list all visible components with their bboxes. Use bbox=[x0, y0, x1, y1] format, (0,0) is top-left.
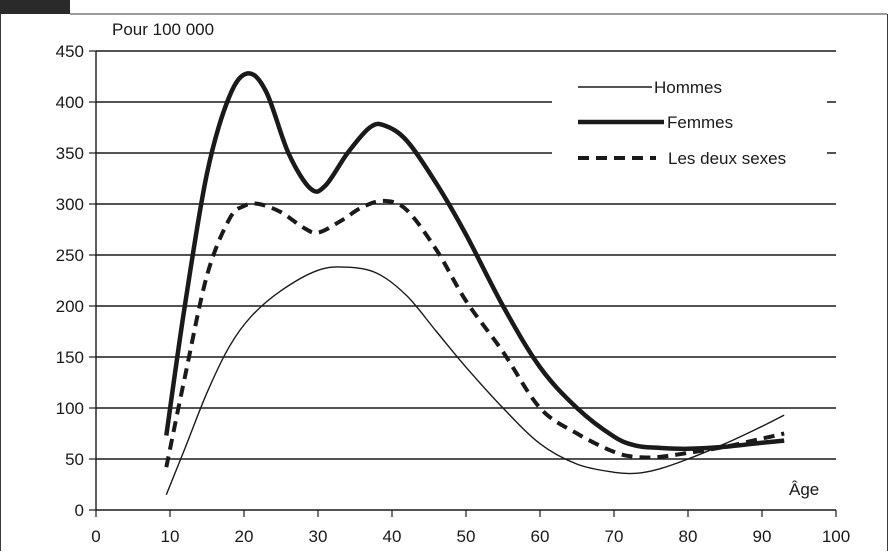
y-tick-label-400: 400 bbox=[56, 93, 84, 112]
x-tick-label-70: 70 bbox=[605, 527, 624, 546]
y-tick-label-350: 350 bbox=[56, 144, 84, 163]
y-unit-label: Pour 100 000 bbox=[112, 20, 214, 39]
y-tick-label-0: 0 bbox=[75, 501, 84, 520]
x-tick-label-20: 20 bbox=[235, 527, 254, 546]
x-tick-label-90: 90 bbox=[753, 527, 772, 546]
y-tick-label-200: 200 bbox=[56, 297, 84, 316]
y-tick-label-300: 300 bbox=[56, 195, 84, 214]
x-axis-label: Âge bbox=[789, 480, 819, 499]
legend-label-hommes: Hommes bbox=[654, 78, 722, 97]
x-tick-label-30: 30 bbox=[309, 527, 328, 546]
x-tick-label-100: 100 bbox=[822, 527, 850, 546]
y-tick-label-100: 100 bbox=[56, 399, 84, 418]
y-tick-label-50: 50 bbox=[65, 450, 84, 469]
x-tick-label-40: 40 bbox=[383, 527, 402, 546]
x-tick-label-10: 10 bbox=[161, 527, 180, 546]
y-tick-label-250: 250 bbox=[56, 246, 84, 265]
x-tick-label-80: 80 bbox=[679, 527, 698, 546]
y-tick-label-150: 150 bbox=[56, 348, 84, 367]
x-tick-label-60: 60 bbox=[531, 527, 550, 546]
corner-tab bbox=[0, 0, 70, 14]
x-tick-label-50: 50 bbox=[457, 527, 476, 546]
y-tick-label-450: 450 bbox=[56, 42, 84, 61]
x-tick-label-0: 0 bbox=[91, 527, 100, 546]
legend-label-femmes: Femmes bbox=[667, 113, 733, 132]
legend-label-les-deux-sexes: Les deux sexes bbox=[668, 149, 786, 168]
